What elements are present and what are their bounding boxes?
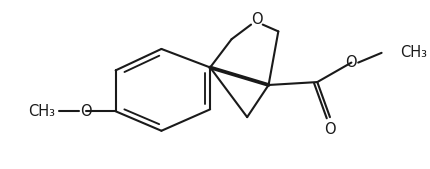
Text: O: O <box>345 55 356 70</box>
Text: O: O <box>80 104 92 119</box>
Text: O: O <box>251 12 262 27</box>
Text: O: O <box>323 122 335 137</box>
Text: CH₃: CH₃ <box>399 45 426 60</box>
Text: CH₃: CH₃ <box>28 104 55 119</box>
